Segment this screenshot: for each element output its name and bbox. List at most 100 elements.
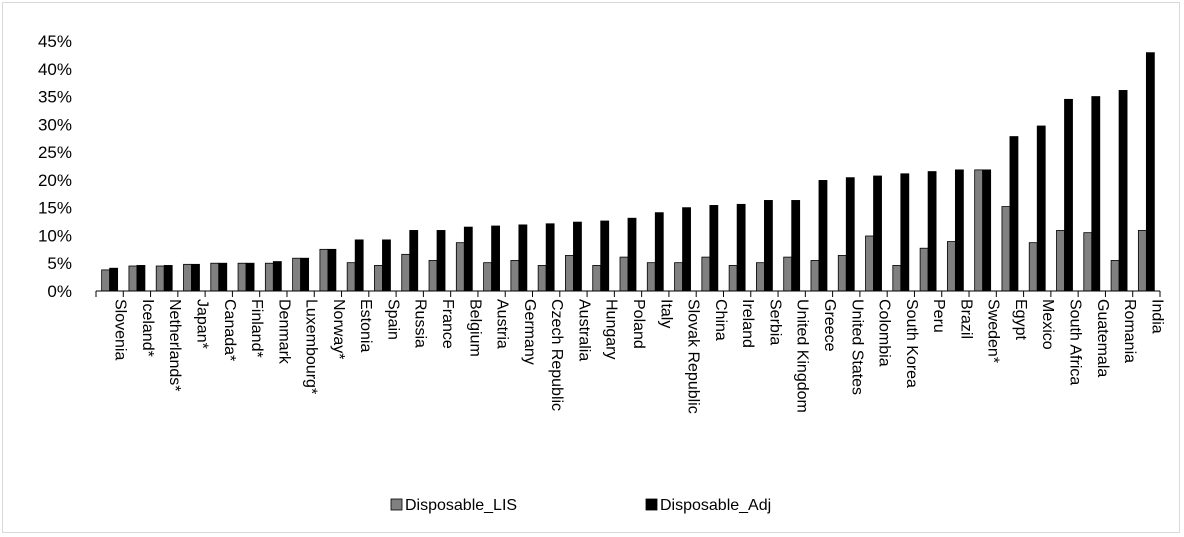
x-tick-label: Japan*	[193, 299, 210, 349]
bar-disposable-lis	[865, 235, 874, 292]
bar-disposable-lis	[183, 263, 192, 292]
bar-disposable-adj	[136, 265, 146, 292]
y-tick-label: 20%	[38, 171, 72, 190]
bar-disposable-lis	[483, 262, 492, 292]
x-tick-label: Belgium	[466, 299, 483, 357]
bar-disposable-lis	[919, 247, 929, 292]
bar-disposable-adj	[518, 224, 528, 292]
x-tick-label: Slovak Republic	[685, 299, 702, 414]
x-tick-label: South Korea	[903, 299, 920, 388]
x-tick-label: United States	[848, 299, 865, 395]
x-tick-label: Mexico	[1039, 299, 1056, 350]
bar-disposable-adj	[982, 169, 992, 292]
x-tick-label: India	[1148, 299, 1165, 334]
bar-disposable-lis	[892, 265, 902, 292]
x-tick-label: Ireland	[739, 299, 756, 348]
x-tick-label: Norway*	[330, 299, 347, 359]
bar-disposable-lis	[674, 262, 683, 292]
bar-disposable-lis	[510, 260, 520, 292]
x-tick-label: Luxembourg*	[303, 299, 320, 394]
bar-disposable-lis	[592, 265, 602, 292]
x-tick-label: Egypt	[1012, 299, 1029, 340]
x-tick-label: Colombia	[876, 299, 893, 367]
bar-disposable-lis	[1137, 230, 1147, 292]
bar-disposable-adj	[682, 207, 691, 292]
legend-swatch	[390, 498, 403, 511]
legend-label: Disposable_Adj	[660, 497, 771, 514]
bar-disposable-adj	[900, 173, 910, 292]
bar-disposable-lis	[292, 257, 302, 292]
bar-disposable-lis	[701, 256, 711, 292]
y-tick-label: 35%	[38, 88, 72, 107]
bar-disposable-lis	[401, 253, 411, 292]
y-tick-label: 30%	[38, 115, 72, 134]
x-tick-label: Peru	[930, 299, 947, 333]
legend-label: Disposable_LIS	[405, 497, 517, 514]
bar-disposable-adj	[1009, 136, 1019, 292]
x-tick-label: Poland	[630, 299, 647, 349]
bar-disposable-lis	[428, 260, 438, 292]
x-tick-label: Finland*	[248, 299, 265, 358]
bar-disposable-adj	[300, 257, 310, 292]
bar-disposable-adj	[791, 200, 801, 292]
x-tick-label: Romania	[1121, 299, 1138, 363]
bar-disposable-lis	[264, 262, 274, 292]
x-tick-label: Austria	[494, 299, 511, 349]
bar-disposable-lis	[346, 262, 356, 292]
bar-disposable-adj	[354, 239, 364, 292]
bar-disposable-lis	[537, 265, 547, 292]
x-tick-label: Serbia	[766, 299, 783, 345]
y-tick-label: 0%	[47, 282, 72, 301]
y-tick-label: 45%	[38, 32, 72, 51]
bar-disposable-adj	[709, 205, 719, 292]
x-tick-label: Estonia	[357, 299, 374, 352]
legend-swatch	[645, 498, 658, 511]
y-tick-label: 10%	[38, 226, 72, 245]
bar-disposable-adj	[1036, 125, 1046, 292]
bar-disposable-adj	[436, 230, 446, 292]
bar-disposable-lis	[619, 256, 629, 292]
bar-disposable-lis	[1056, 230, 1065, 292]
x-tick-label: Guatemala	[1094, 299, 1111, 377]
bar-disposable-lis	[455, 242, 465, 292]
bar-disposable-lis	[155, 265, 165, 292]
x-tick-label: Slovenia	[112, 299, 129, 360]
bar-disposable-lis	[101, 269, 111, 292]
bar-disposable-lis	[810, 260, 820, 292]
bar-disposable-adj	[818, 180, 828, 292]
x-tick-label: Australia	[575, 299, 592, 361]
bar-disposable-adj	[764, 200, 773, 292]
bars	[101, 52, 1155, 292]
bar-disposable-lis	[374, 265, 383, 292]
bar-disposable-adj	[245, 262, 255, 292]
x-tick-label: Denmark	[275, 299, 292, 365]
x-tick-label: France	[439, 299, 456, 349]
bar-disposable-lis	[837, 255, 847, 292]
x-tick-label: Iceland*	[139, 299, 156, 357]
x-tick-label: Greece	[821, 299, 838, 352]
bar-disposable-adj	[573, 221, 582, 292]
bar-disposable-lis	[646, 262, 656, 292]
bar-disposable-adj	[382, 239, 391, 292]
x-tick-label: Netherlands*	[166, 299, 183, 392]
x-tick-label: Italy	[657, 299, 674, 328]
bar-disposable-adj	[1091, 96, 1101, 292]
bar-disposable-lis	[1110, 260, 1120, 292]
bar-disposable-adj	[845, 177, 855, 292]
y-tick-label: 25%	[38, 143, 72, 162]
x-tick-label: Czech Republic	[548, 299, 565, 411]
bar-disposable-lis	[946, 241, 956, 292]
x-tick-label: China	[712, 299, 729, 341]
x-tick-label: Hungary	[603, 299, 620, 359]
y-tick-label: 15%	[38, 199, 72, 218]
bar-disposable-lis	[974, 169, 984, 292]
bar-disposable-adj	[1064, 98, 1073, 292]
legend: Disposable_LIS Disposable_Adj	[390, 497, 771, 514]
x-tick-label: Germany	[521, 299, 538, 365]
bar-disposable-lis	[1083, 232, 1093, 292]
bar-disposable-adj	[491, 225, 500, 292]
bar-disposable-lis	[1001, 206, 1011, 292]
bar-disposable-adj	[109, 267, 119, 292]
bar-disposable-adj	[927, 171, 937, 292]
